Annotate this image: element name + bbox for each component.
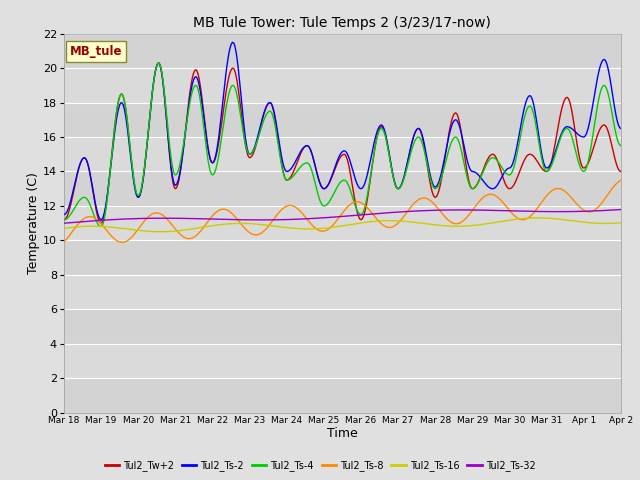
Bar [64, 275, 621, 310]
Bar [64, 68, 621, 103]
Bar [64, 103, 621, 137]
Legend: Tul2_Tw+2, Tul2_Ts-2, Tul2_Ts-4, Tul2_Ts-8, Tul2_Ts-16, Tul2_Ts-32: Tul2_Tw+2, Tul2_Ts-2, Tul2_Ts-4, Tul2_Ts… [100, 456, 540, 475]
Bar [64, 344, 621, 378]
Title: MB Tule Tower: Tule Temps 2 (3/23/17-now): MB Tule Tower: Tule Temps 2 (3/23/17-now… [193, 16, 492, 30]
Bar [64, 206, 621, 240]
X-axis label: Time: Time [327, 427, 358, 440]
Y-axis label: Temperature (C): Temperature (C) [27, 172, 40, 274]
Bar [64, 137, 621, 171]
Bar [64, 378, 621, 413]
Bar [64, 171, 621, 206]
Text: MB_tule: MB_tule [70, 45, 122, 58]
Bar [64, 34, 621, 68]
Bar [64, 240, 621, 275]
Bar [64, 310, 621, 344]
